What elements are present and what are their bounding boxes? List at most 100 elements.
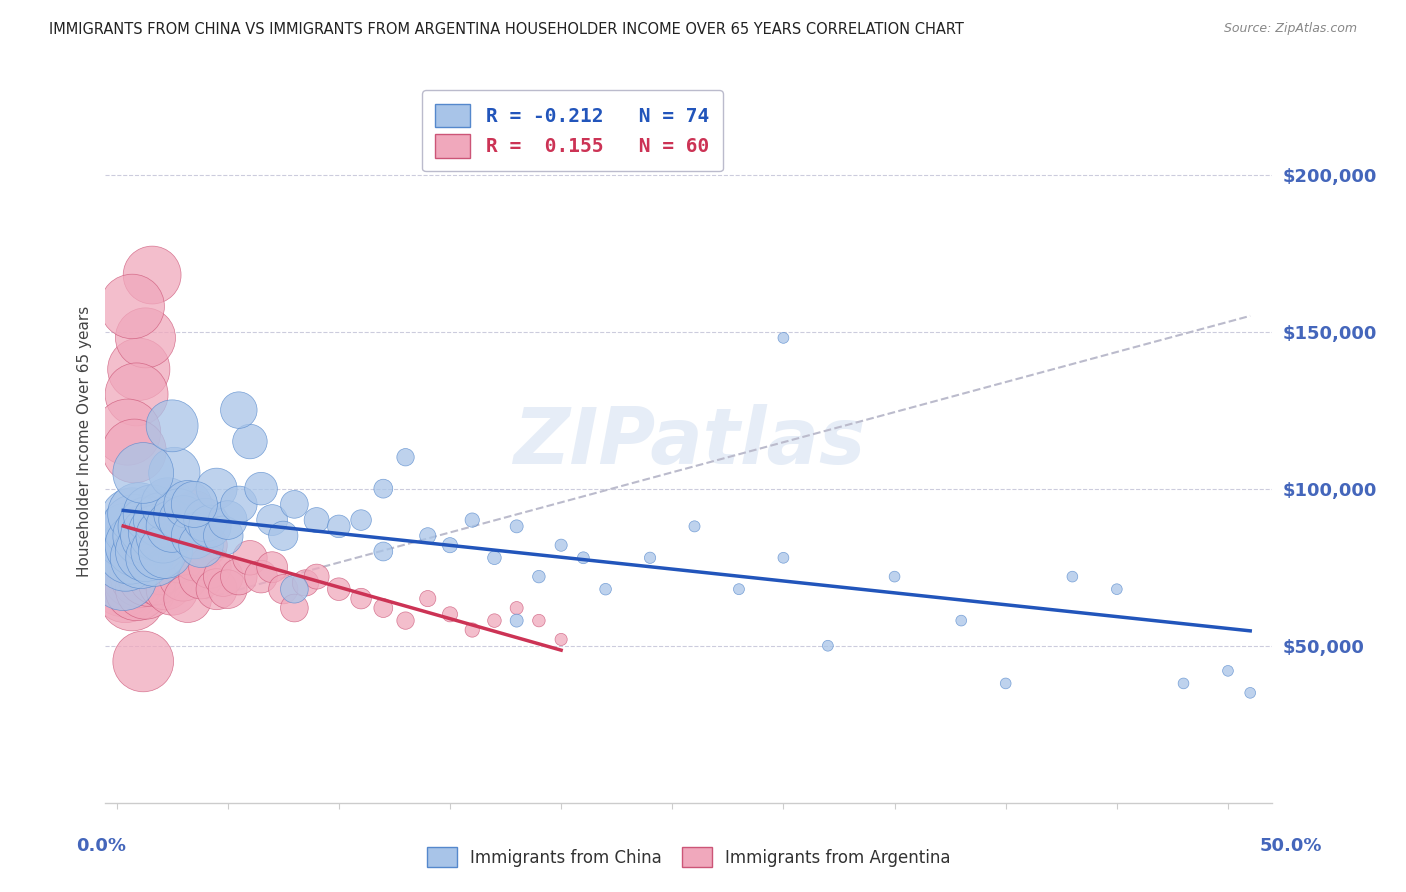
Point	[194, 538, 217, 552]
Point	[271, 582, 294, 597]
Point	[550, 632, 572, 647]
Point	[124, 519, 146, 533]
Point	[160, 418, 183, 433]
Point	[328, 519, 350, 533]
Point	[112, 569, 135, 583]
Point	[461, 513, 484, 527]
Point	[1239, 686, 1261, 700]
Point	[114, 550, 136, 565]
Point	[283, 582, 305, 597]
Point	[484, 550, 506, 565]
Point	[461, 623, 484, 637]
Point	[145, 569, 167, 583]
Point	[638, 550, 661, 565]
Point	[228, 403, 250, 417]
Point	[129, 569, 152, 583]
Point	[134, 582, 156, 597]
Point	[145, 525, 167, 540]
Point	[683, 519, 706, 533]
Point	[176, 497, 198, 511]
Point	[205, 482, 228, 496]
Point	[132, 466, 155, 480]
Point	[132, 529, 155, 543]
Point	[505, 614, 527, 628]
Point	[155, 544, 177, 558]
Point	[117, 425, 139, 439]
Point	[1105, 582, 1128, 597]
Point	[350, 591, 373, 606]
Y-axis label: Householder Income Over 65 years: Householder Income Over 65 years	[76, 306, 91, 577]
Point	[121, 300, 143, 314]
Point	[217, 513, 239, 527]
Point	[176, 591, 198, 606]
Point	[145, 538, 167, 552]
Point	[439, 607, 461, 622]
Point	[124, 569, 146, 583]
Point	[128, 550, 150, 565]
Point	[136, 519, 159, 533]
Point	[114, 582, 136, 597]
Point	[121, 591, 143, 606]
Legend: Immigrants from China, Immigrants from Argentina: Immigrants from China, Immigrants from A…	[420, 840, 957, 874]
Point	[373, 544, 395, 558]
Point	[172, 569, 194, 583]
Point	[1173, 676, 1195, 690]
Point	[283, 601, 305, 615]
Point	[595, 582, 617, 597]
Point	[167, 507, 190, 521]
Point	[150, 560, 173, 574]
Point	[112, 575, 135, 590]
Point	[883, 569, 905, 583]
Point	[118, 544, 141, 558]
Point	[228, 497, 250, 511]
Point	[262, 513, 284, 527]
Point	[183, 497, 205, 511]
Point	[505, 601, 527, 615]
Point	[134, 544, 156, 558]
Point	[160, 519, 183, 533]
Point	[484, 614, 506, 628]
Point	[505, 519, 527, 533]
Point	[155, 529, 177, 543]
Point	[950, 614, 973, 628]
Point	[198, 519, 221, 533]
Point	[198, 560, 221, 574]
Point	[572, 550, 595, 565]
Point	[212, 569, 235, 583]
Point	[163, 466, 186, 480]
Point	[271, 529, 294, 543]
Point	[205, 582, 228, 597]
Text: 50.0%: 50.0%	[1260, 837, 1322, 855]
Point	[160, 519, 183, 533]
Point	[373, 601, 395, 615]
Point	[817, 639, 839, 653]
Point	[217, 582, 239, 597]
Point	[550, 538, 572, 552]
Point	[527, 614, 550, 628]
Point	[294, 575, 316, 590]
Point	[212, 529, 235, 543]
Point	[239, 550, 262, 565]
Point	[328, 582, 350, 597]
Point	[117, 529, 139, 543]
Point	[1216, 664, 1239, 678]
Point	[148, 544, 170, 558]
Point	[190, 569, 212, 583]
Point	[416, 591, 439, 606]
Point	[156, 497, 179, 511]
Point	[125, 387, 148, 401]
Point	[132, 560, 155, 574]
Point	[124, 444, 146, 458]
Point	[128, 507, 150, 521]
Point	[118, 560, 141, 574]
Point	[132, 655, 155, 669]
Point	[394, 614, 416, 628]
Text: 0.0%: 0.0%	[76, 837, 127, 855]
Point	[128, 362, 150, 376]
Point	[141, 268, 163, 282]
Point	[350, 513, 373, 527]
Text: Source: ZipAtlas.com: Source: ZipAtlas.com	[1223, 22, 1357, 36]
Point	[527, 569, 550, 583]
Point	[117, 569, 139, 583]
Point	[994, 676, 1017, 690]
